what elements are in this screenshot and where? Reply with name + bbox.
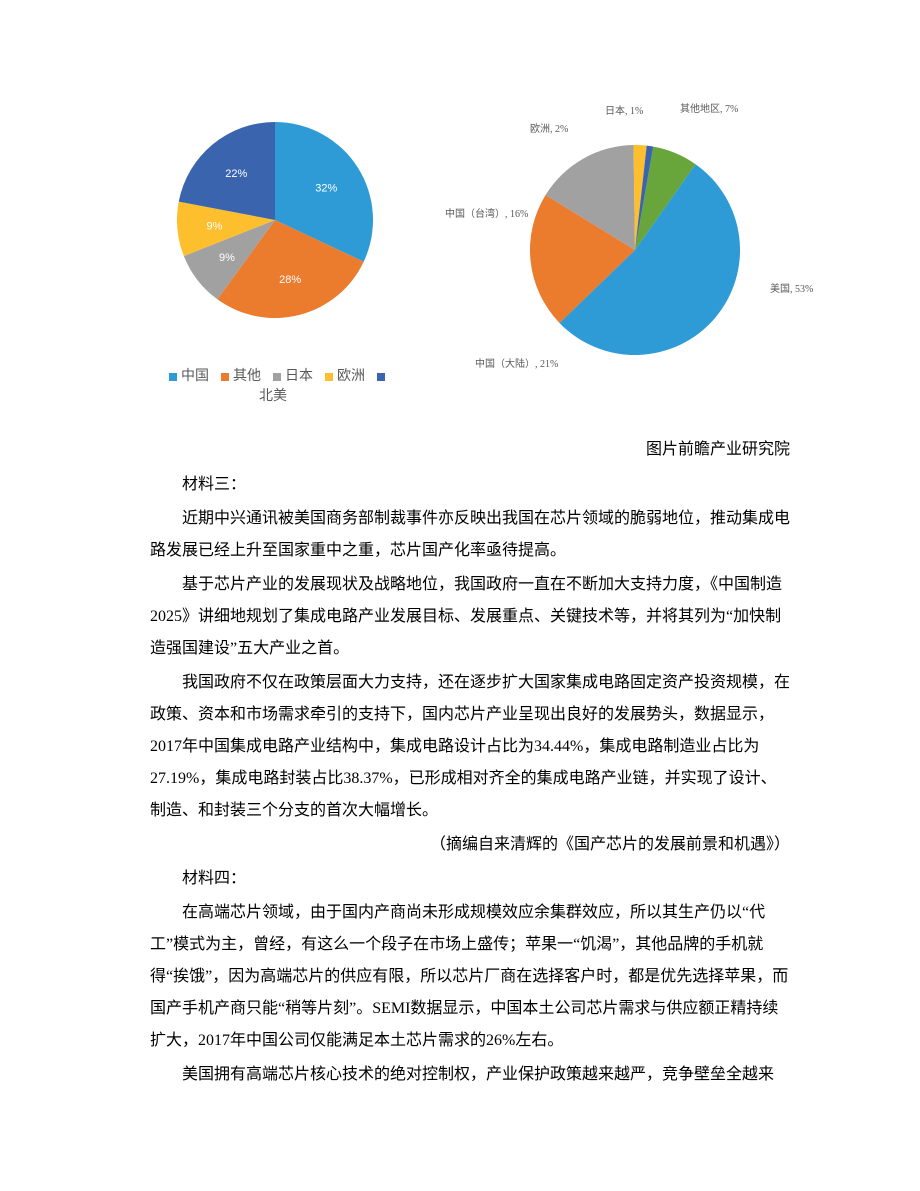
pie-chart-right: 其他地区, 7%日本, 1%欧洲, 2%中国（台湾）, 16%中国（大陆）, 2… [465, 100, 825, 400]
legend-item: 其他 [217, 369, 261, 384]
legend-swatch [273, 373, 281, 381]
legend-swatch [221, 373, 229, 381]
charts-row: 32% 28% 9% 9% 22% 中国其他日本欧洲北美 其他地区, 7% 日本, 1% 欧… [0, 0, 920, 405]
pie-chart-left: 32% 28% 9% 9% 22% 中国其他日本欧洲北美 [155, 100, 395, 405]
legend-item: 欧洲 [321, 369, 365, 384]
legend-item: 日本 [269, 369, 313, 384]
slice-label: 9% [219, 252, 235, 264]
document-body: 材料三：近期中兴通讯被美国商务部制裁事件亦反映出我国在芯片领域的脆弱地位，推动集… [0, 459, 920, 1091]
slice-label: 22% [225, 168, 247, 180]
image-source-line: 图片前瞻产业研究院 [0, 435, 920, 459]
section-heading: 材料三： [150, 469, 790, 501]
legend-item: 中国 [165, 369, 209, 384]
slice-label: 28% [279, 274, 301, 286]
pie-external-label: 其他地区, 7% [680, 100, 738, 115]
legend-swatch [325, 373, 333, 381]
pie-external-label: 美国, 53% [770, 280, 813, 295]
paragraph: 美国拥有高端芯片核心技术的绝对控制权，产业保护政策越来越严，竞争壁垒全越来 [150, 1059, 790, 1091]
paragraph: 在高端芯片领域，由于国内产商尚未形成规模效应余集群效应，所以其生产仍以“代工”模… [150, 897, 790, 1057]
paragraph: 我国政府不仅在政策层面大力支持，还在逐步扩大国家集成电路固定资产投资规模，在政策… [150, 667, 790, 827]
pie-left-legend: 中国其他日本欧洲北美 [155, 365, 395, 405]
pie-external-label: 中国（台湾）, 16% [445, 205, 528, 220]
paragraph: 基于芯片产业的发展现状及战略地位，我国政府一直在不断加大支持力度，《中国制造20… [150, 569, 790, 665]
pie-external-label: 中国（大陆）, 21% [475, 355, 558, 370]
paragraph: 近期中兴通讯被美国商务部制裁事件亦反映出我国在芯片领域的脆弱地位，推动集成电路发… [150, 503, 790, 567]
legend-swatch [377, 373, 385, 381]
slice-label: 9% [207, 221, 223, 233]
legend-swatch [169, 373, 177, 381]
slice-label: 32% [315, 182, 337, 194]
pie-external-label: 欧洲, 2% [530, 120, 568, 135]
section-heading: 材料四： [150, 863, 790, 895]
pie-left-svg: 32% 28% 9% 9% 22% [155, 100, 395, 340]
pie-external-label: 日本, 1% [605, 102, 643, 117]
attribution-line: （摘编自来清辉的《国产芯片的发展前景和机遇》） [150, 829, 790, 861]
